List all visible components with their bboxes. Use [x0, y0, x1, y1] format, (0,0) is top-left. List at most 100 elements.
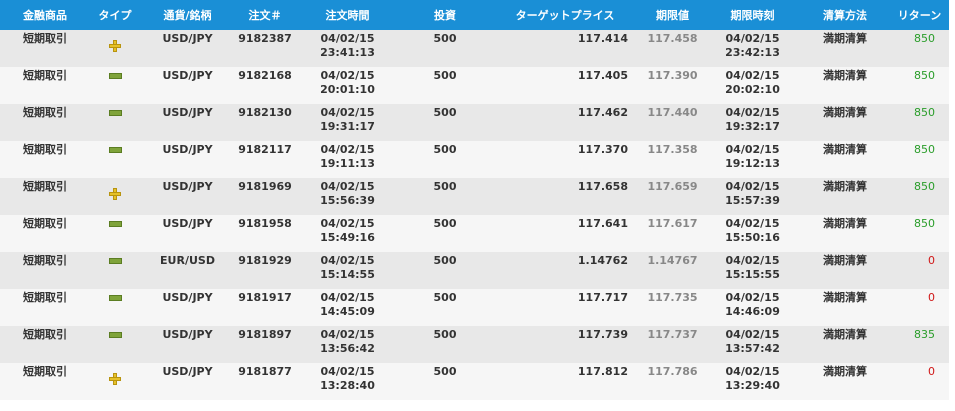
- expiry-date: 04/02/15: [725, 365, 780, 378]
- pair-cell: USD/JPY: [162, 143, 213, 156]
- header-type[interactable]: タイプ: [98, 9, 132, 22]
- return-cell: 835: [914, 328, 935, 341]
- header-settlement[interactable]: 清算方法: [823, 9, 867, 22]
- expiry-value-cell: 117.440: [647, 106, 698, 119]
- table-row[interactable]: 短期取引 USD/JPY 9181877 04/02/15 13:28:40 500 117…: [0, 363, 949, 400]
- target-price-cell: 117.717: [577, 291, 628, 304]
- order-date: 04/02/15: [320, 254, 375, 267]
- type-cell: [90, 252, 140, 268]
- header-order-time[interactable]: 注文時間: [325, 9, 370, 22]
- table-row[interactable]: 短期取引 USD/JPY 9182117 04/02/15 19:11:13 500 117…: [0, 141, 949, 178]
- order-no-cell: 9182130: [238, 106, 292, 119]
- expiry-date: 04/02/15: [725, 32, 780, 45]
- expiry-clock: 15:57:39: [725, 194, 780, 207]
- table-row[interactable]: 短期取引 USD/JPY 9181958 04/02/15 15:49:16 500 117…: [0, 215, 949, 252]
- header-expiry-time[interactable]: 期限時刻: [730, 9, 775, 22]
- return-cell: 850: [914, 180, 935, 193]
- expiry-date: 04/02/15: [725, 143, 780, 156]
- expiry-time-cell: 04/02/15 19:12:13: [705, 141, 800, 171]
- settlement-cell: 満期清算: [823, 69, 867, 82]
- header-order-no[interactable]: 注文＃: [248, 9, 282, 22]
- type-cell: [90, 326, 140, 342]
- settlement-cell: 満期清算: [823, 217, 867, 230]
- table-row[interactable]: 短期取引 USD/JPY 9182387 04/02/15 23:41:13 500 117…: [0, 30, 949, 67]
- investment-cell: 500: [433, 180, 457, 193]
- table-row[interactable]: 短期取引 USD/JPY 9181917 04/02/15 14:45:09 500 117…: [0, 289, 949, 326]
- header-return[interactable]: リターン: [897, 9, 942, 22]
- header-expiry-value[interactable]: 期限値: [656, 9, 689, 22]
- pair-cell: USD/JPY: [162, 291, 213, 304]
- expiry-value-cell: 117.737: [647, 328, 698, 341]
- investment-cell: 500: [433, 143, 457, 156]
- table-row[interactable]: 短期取引 USD/JPY 9181969 04/02/15 15:56:39 500 117…: [0, 178, 949, 215]
- return-cell: 850: [914, 106, 935, 119]
- expiry-value-cell: 117.458: [647, 32, 698, 45]
- target-price-cell: 117.405: [577, 69, 628, 82]
- expiry-clock: 19:32:17: [725, 120, 780, 133]
- table-row[interactable]: 短期取引 USD/JPY 9181897 04/02/15 13:56:42 500 117…: [0, 326, 949, 363]
- header-product[interactable]: 金融商品: [23, 9, 67, 22]
- settlement-cell: 満期清算: [823, 32, 867, 45]
- settlement-cell: 満期清算: [823, 143, 867, 156]
- order-clock: 14:45:09: [320, 305, 375, 318]
- plus-icon: [109, 188, 121, 200]
- pair-cell: USD/JPY: [162, 217, 213, 230]
- return-cell: 0: [928, 365, 935, 378]
- expiry-time-cell: 04/02/15 13:57:42: [705, 326, 800, 356]
- expiry-value-cell: 117.617: [647, 217, 698, 230]
- product-cell: 短期取引: [23, 254, 67, 267]
- table-row[interactable]: 短期取引 USD/JPY 9182130 04/02/15 19:31:17 500 117…: [0, 104, 949, 141]
- investment-cell: 500: [433, 69, 457, 82]
- product-cell: 短期取引: [23, 180, 67, 193]
- order-time-cell: 04/02/15 13:28:40: [295, 363, 400, 393]
- product-cell: 短期取引: [23, 291, 67, 304]
- investment-cell: 500: [433, 365, 457, 378]
- order-no-cell: 9181897: [238, 328, 292, 341]
- header-pair[interactable]: 通貨/銘柄: [163, 9, 212, 22]
- product-cell: 短期取引: [23, 217, 67, 230]
- order-time-cell: 04/02/15 19:11:13: [295, 141, 400, 171]
- order-date: 04/02/15: [320, 328, 375, 341]
- expiry-date: 04/02/15: [725, 106, 780, 119]
- expiry-date: 04/02/15: [725, 291, 780, 304]
- order-time-cell: 04/02/15 15:14:55: [295, 252, 400, 282]
- order-no-cell: 9182387: [238, 32, 292, 45]
- expiry-clock: 23:42:13: [725, 46, 780, 59]
- expiry-time-cell: 04/02/15 14:46:09: [705, 289, 800, 319]
- type-cell: [90, 178, 140, 204]
- expiry-value-cell: 117.735: [647, 291, 698, 304]
- settlement-cell: 満期清算: [823, 180, 867, 193]
- order-clock: 23:41:13: [320, 46, 375, 59]
- return-cell: 850: [914, 32, 935, 45]
- minus-icon: [108, 110, 122, 116]
- expiry-time-cell: 04/02/15 19:32:17: [705, 104, 800, 134]
- investment-cell: 500: [433, 328, 457, 341]
- target-price-cell: 117.739: [577, 328, 628, 341]
- expiry-clock: 15:50:16: [725, 231, 780, 244]
- order-no-cell: 9181958: [238, 217, 292, 230]
- expiry-date: 04/02/15: [725, 217, 780, 230]
- plus-icon: [109, 40, 121, 52]
- header-investment[interactable]: 投資: [434, 9, 456, 22]
- order-no-cell: 9182168: [238, 69, 292, 82]
- plus-icon: [109, 373, 121, 385]
- product-cell: 短期取引: [23, 328, 67, 341]
- expiry-clock: 14:46:09: [725, 305, 780, 318]
- expiry-value-cell: 117.659: [647, 180, 698, 193]
- investment-cell: 500: [433, 32, 457, 45]
- order-date: 04/02/15: [320, 143, 375, 156]
- order-date: 04/02/15: [320, 69, 375, 82]
- return-cell: 850: [914, 143, 935, 156]
- expiry-date: 04/02/15: [725, 69, 780, 82]
- expiry-time-cell: 04/02/15 15:15:55: [705, 252, 800, 282]
- table-row[interactable]: 短期取引 USD/JPY 9182168 04/02/15 20:01:10 500 117…: [0, 67, 949, 104]
- settlement-cell: 満期清算: [823, 106, 867, 119]
- expiry-time-cell: 04/02/15 23:42:13: [705, 30, 800, 60]
- table-row[interactable]: 短期取引 EUR/USD 9181929 04/02/15 15:14:55 500 1.1…: [0, 252, 949, 289]
- table-header: 金融商品 タイプ 通貨/銘柄 注文＃ 注文時間 投資 ターゲットプライス 期限値…: [0, 0, 949, 30]
- expiry-time-cell: 04/02/15 20:02:10: [705, 67, 800, 97]
- target-price-cell: 117.414: [577, 32, 628, 45]
- header-target-price[interactable]: ターゲットプライス: [515, 9, 615, 22]
- table-body: 短期取引 USD/JPY 9182387 04/02/15 23:41:13 500 117…: [0, 30, 949, 400]
- target-price-cell: 117.812: [577, 365, 628, 378]
